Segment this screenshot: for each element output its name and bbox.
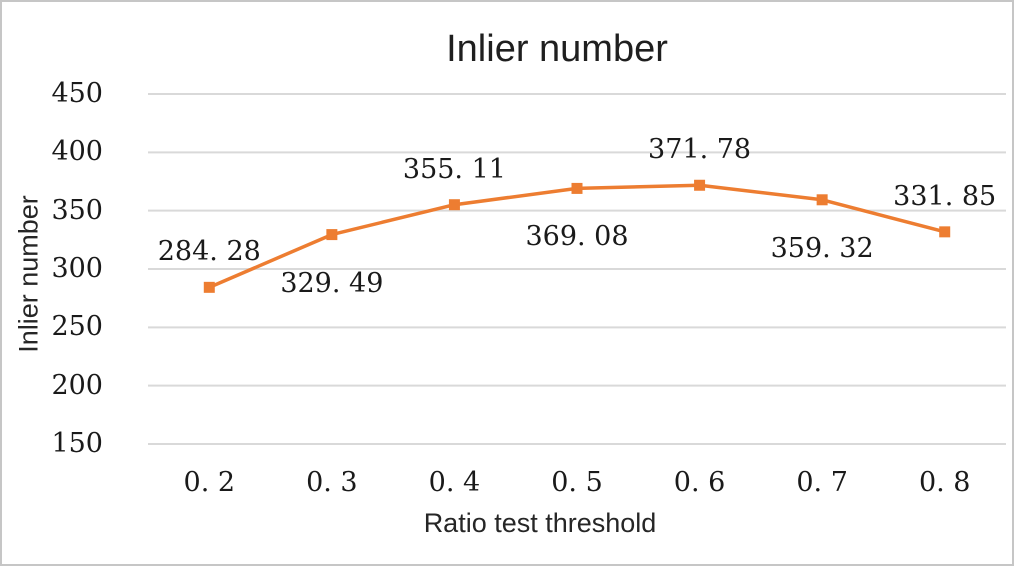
x-tick-label: 0. 2	[183, 467, 236, 498]
x-tick-label: 0. 5	[551, 467, 603, 498]
data-label: 369. 08	[525, 221, 629, 253]
data-label: 331. 85	[893, 180, 997, 212]
data-label: 359. 32	[770, 232, 874, 264]
data-point-marker	[939, 226, 951, 238]
y-tick-label: 200	[51, 369, 103, 401]
x-tick-label: 0. 6	[673, 467, 726, 498]
data-label: 355. 11	[402, 153, 506, 185]
y-tick-label: 450	[51, 78, 103, 109]
data-point-marker	[694, 179, 706, 191]
y-tick-label: 150	[51, 428, 103, 459]
data-point-marker	[203, 281, 215, 293]
x-tick-label: 0. 4	[428, 467, 481, 498]
x-tick-label: 0. 3	[306, 467, 358, 498]
data-point-marker	[326, 229, 338, 241]
data-label: 284. 28	[157, 236, 261, 268]
x-axis-title: Ratio test threshold	[423, 508, 657, 538]
chart-title: Inlier number	[446, 28, 668, 70]
x-tick-label: 0. 7	[796, 467, 848, 498]
y-tick-label: 350	[51, 194, 103, 226]
y-tick-label: 300	[51, 253, 103, 284]
y-tick-label: 400	[51, 136, 103, 168]
data-point-marker	[571, 182, 583, 194]
x-tick-label: 0. 8	[918, 467, 971, 498]
data-point-marker	[816, 194, 828, 206]
data-label: 329. 49	[280, 267, 384, 299]
data-point-marker	[448, 199, 460, 211]
data-label: 371. 78	[648, 134, 752, 166]
y-tick-label: 250	[51, 311, 103, 343]
